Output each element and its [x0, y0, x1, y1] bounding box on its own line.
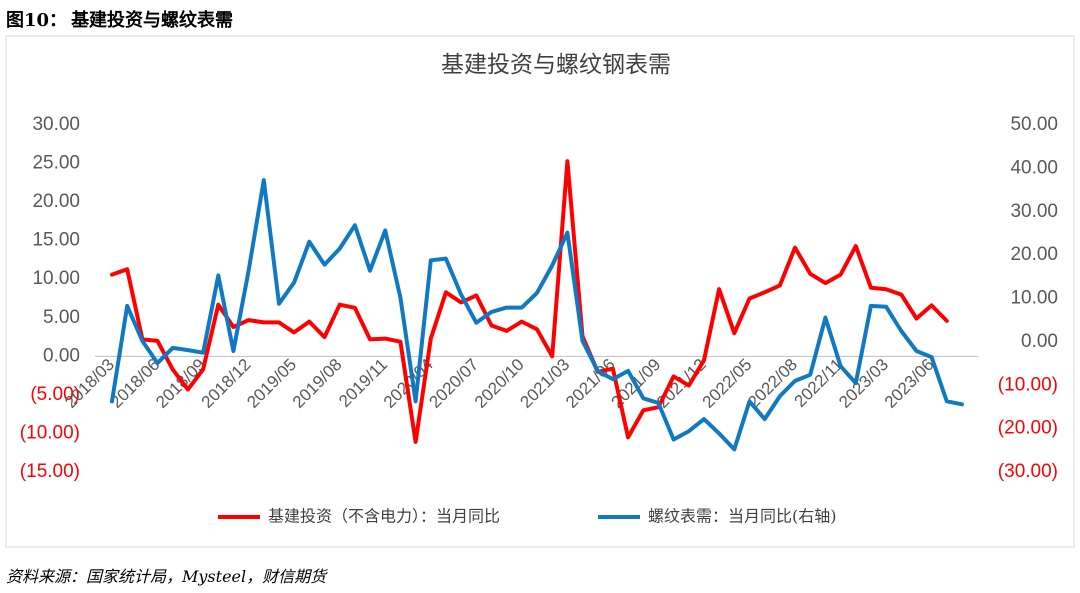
- x-tick-label: 2019/05: [243, 355, 300, 412]
- y-tick-label: (5.00): [30, 384, 80, 405]
- legend-label: 基建投资（不含电力）：当月同比: [268, 507, 500, 526]
- y-tick-label: (15.00): [20, 461, 80, 482]
- y2-tick-label: (30.00): [998, 461, 1058, 482]
- caption-title: 基建投资与螺纹表需: [71, 10, 234, 31]
- chart-frame: [5, 35, 1075, 548]
- y-tick-label: 0.00: [43, 345, 80, 366]
- x-tick-label: 2021/06: [562, 355, 619, 412]
- y2-tick-label: (20.00): [998, 418, 1058, 439]
- y-tick-label: 20.00: [32, 191, 80, 212]
- x-tick-label: 2023/03: [835, 355, 892, 412]
- caption-label: 图10：: [6, 10, 68, 31]
- data-line: [110, 159, 949, 444]
- y-tick-label: 5.00: [43, 307, 80, 328]
- caption: 图10： 基建投资与螺纹表需: [6, 6, 237, 32]
- y-tick-label: 10.00: [32, 268, 80, 289]
- y-tick-label: 25.00: [32, 153, 80, 174]
- x-tick-label: 2020/10: [471, 355, 528, 412]
- x-tick-label: 2018/09: [152, 355, 209, 412]
- y2-tick-label: 10.00: [1010, 288, 1058, 309]
- x-tick-label: 2021/03: [516, 355, 573, 412]
- y2-tick-label: 30.00: [1010, 201, 1058, 222]
- y-tick-label: 15.00: [32, 230, 80, 251]
- x-tick-label: 2020/07: [425, 355, 482, 412]
- y2-tick-label: 0.00: [1021, 331, 1058, 352]
- source: 资料来源：国家统计局，Mysteel，财信期货: [6, 567, 327, 586]
- y2-tick-label: 50.00: [1010, 114, 1058, 135]
- y2-tick-label: 40.00: [1010, 157, 1058, 178]
- y-tick-label: (10.00): [20, 422, 80, 443]
- legend-label: 螺纹表需：当月同比(右轴): [648, 507, 837, 526]
- y2-tick-label: (10.00): [998, 374, 1058, 395]
- y-tick-label: 30.00: [32, 114, 80, 135]
- chart-title: 基建投资与螺纹钢表需: [441, 52, 671, 78]
- data-line: [110, 178, 964, 452]
- x-tick-label: 2023/06: [881, 355, 938, 412]
- y2-tick-label: 20.00: [1010, 244, 1058, 265]
- x-tick-label: 2019/08: [289, 355, 346, 412]
